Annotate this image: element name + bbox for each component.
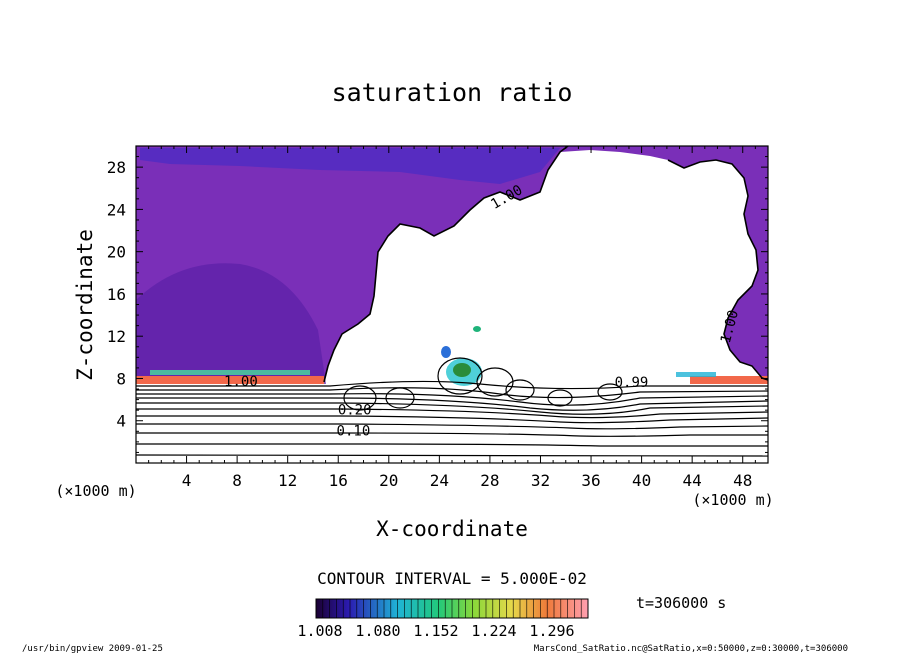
x-tick-label: 48 <box>733 471 752 490</box>
x-unit-label: (×1000 m) <box>692 491 773 509</box>
x-tick-label: 16 <box>329 471 348 490</box>
colorbar-tick-label: 1.008 <box>297 622 342 640</box>
x-tick-label: 24 <box>430 471 449 490</box>
chart-title: saturation ratio <box>332 78 573 107</box>
y-tick-label: 24 <box>107 200 126 219</box>
y-tick-label: 8 <box>116 369 126 388</box>
x-tick-label: 40 <box>632 471 651 490</box>
plot-area <box>136 146 768 463</box>
y-tick-label: 20 <box>107 243 126 262</box>
upper-turbulent-band <box>140 148 560 184</box>
x-tick-label: 8 <box>232 471 242 490</box>
contour-label: 0.10 <box>337 424 371 440</box>
x-tick-label: 28 <box>480 471 499 490</box>
y-axis-ticks: 4 8 12 16 20 24 28 <box>107 156 768 453</box>
contour-label: 0.20 <box>338 402 372 418</box>
colorbar-tick-labels: 1.008 1.080 1.152 1.224 1.296 <box>297 622 574 640</box>
colorbar-segments <box>322 599 582 618</box>
colorbar-tick-label: 1.080 <box>355 622 400 640</box>
saturation-contour-1.00-right <box>667 159 768 381</box>
x-tick-label: 4 <box>182 471 192 490</box>
contour-interval-label: CONTOUR INTERVAL = 5.000E-02 <box>317 569 587 588</box>
hot-layer-left <box>136 376 324 384</box>
y-axis-label: Z-coordinate <box>73 229 97 381</box>
colorbar-tick-label: 1.152 <box>413 622 458 640</box>
x-tick-label: 20 <box>379 471 398 490</box>
time-label: t=306000 s <box>636 594 726 612</box>
x-tick-label: 44 <box>683 471 702 490</box>
colorbar-tick-label: 1.296 <box>529 622 574 640</box>
x-tick-label: 36 <box>581 471 600 490</box>
y-unit-label: (×1000 m) <box>55 482 136 500</box>
plume-speck-upper <box>473 326 481 332</box>
contour-label: 1.00 <box>224 374 258 390</box>
hot-layer-right-glow <box>676 372 716 377</box>
plume-speck <box>441 346 451 358</box>
subsaturated-contours <box>136 380 768 457</box>
x-axis-ticks: 4 8 12 16 20 24 28 32 36 40 44 48 <box>148 146 756 490</box>
plume-core <box>453 363 471 377</box>
plume-contours <box>343 357 623 411</box>
y-tick-label: 16 <box>107 285 126 304</box>
x-axis-label: X-coordinate <box>376 517 528 541</box>
y-tick-label: 4 <box>116 412 126 431</box>
contour-label: 0.99 <box>615 375 649 391</box>
hot-layer-left-glow <box>150 370 310 375</box>
saturation-contour-1.00 <box>323 146 569 383</box>
footer-right: MarsCond_SatRatio.nc@SatRatio,x=0:50000,… <box>534 644 848 654</box>
footer-left: /usr/bin/gpview 2009-01-25 <box>22 644 163 654</box>
x-tick-label: 12 <box>278 471 297 490</box>
hot-layer-right <box>690 376 768 384</box>
y-tick-label: 28 <box>107 158 126 177</box>
y-tick-label: 12 <box>107 327 126 346</box>
contour-labels: 1.001.001.00 0.990.200.10 <box>224 182 742 439</box>
x-tick-label: 32 <box>531 471 550 490</box>
deep-band-left <box>136 263 326 384</box>
colorbar-tick-label: 1.224 <box>471 622 516 640</box>
